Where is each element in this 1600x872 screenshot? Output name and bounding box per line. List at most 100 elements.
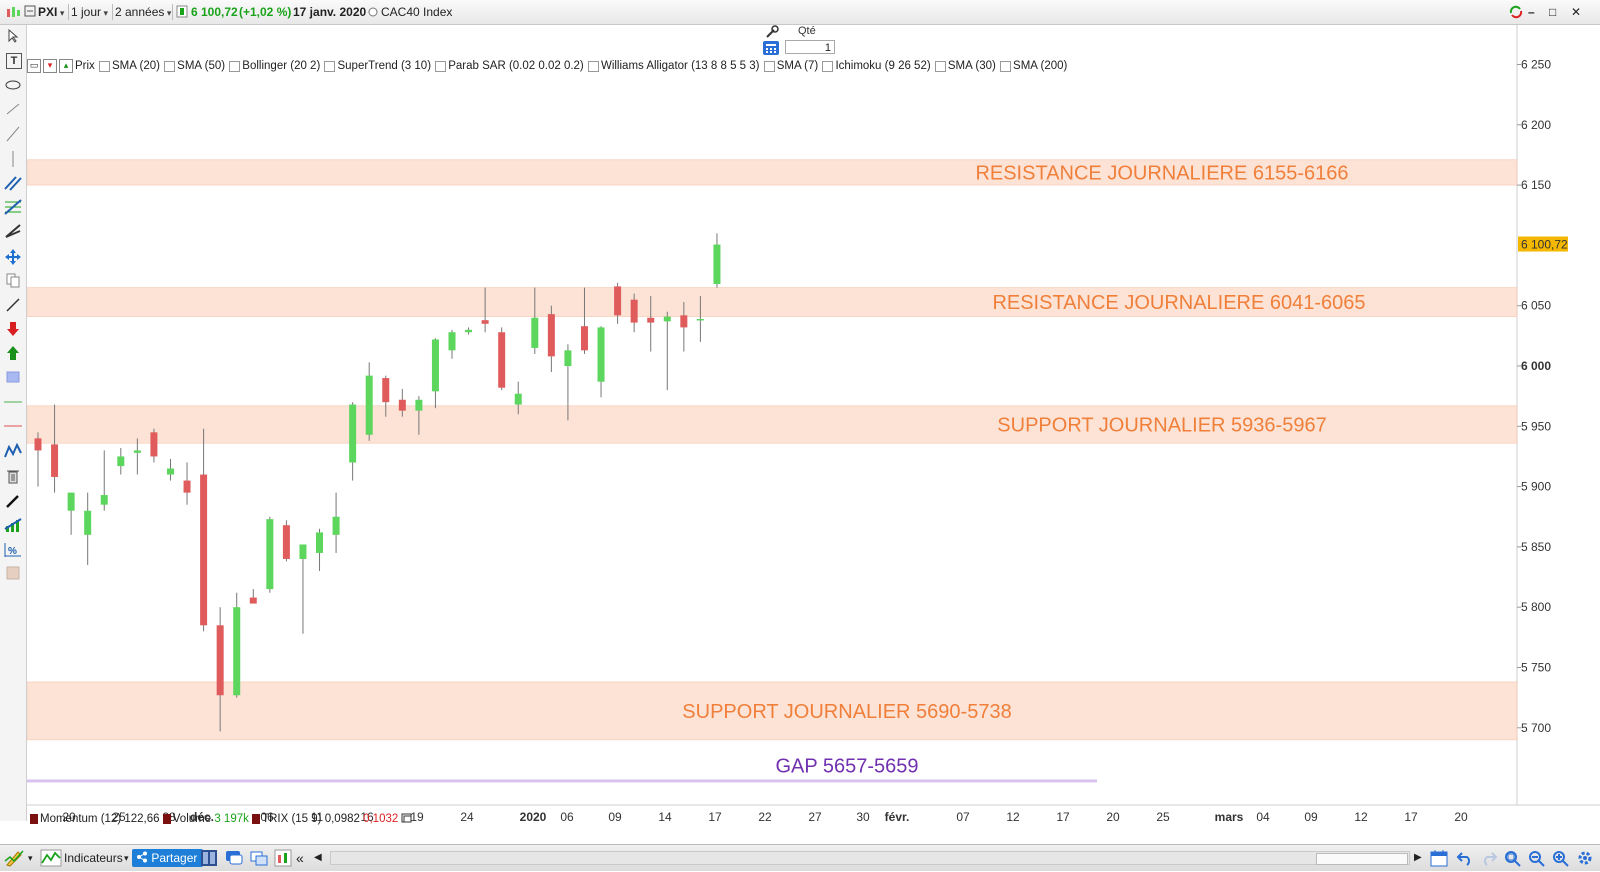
line-tool-icon[interactable] (4, 102, 22, 120)
channel-tool-icon[interactable] (4, 175, 22, 193)
window-icon[interactable] (401, 813, 413, 825)
range-select[interactable]: 2 années (115, 4, 171, 20)
price-chart[interactable]: RESISTANCE JOURNALIERE 6155-6166 RESISTAN… (27, 25, 1600, 821)
indicator-item-bollinger[interactable]: Bollinger (20 2) (242, 60, 321, 73)
checkbox-icon[interactable] (164, 60, 176, 72)
checkbox-icon[interactable] (1000, 60, 1012, 72)
indicator-item-parab-sar[interactable]: Parab SAR (0.02 0.02 0.2) (448, 60, 584, 73)
zoom-in-icon[interactable] (1551, 849, 1569, 867)
checkbox-icon[interactable] (229, 60, 241, 72)
candle-body (415, 399, 423, 411)
percent-tool-icon[interactable]: % (4, 542, 22, 560)
drawing-pencil-icon[interactable] (4, 849, 26, 867)
trend-bars-icon[interactable] (4, 517, 22, 535)
calendar-icon[interactable] (1430, 849, 1448, 867)
zoom-fit-icon[interactable] (1503, 849, 1521, 867)
trix-label[interactable]: TRIX (15 9) (262, 813, 322, 825)
rectangle-tool-icon[interactable] (4, 370, 22, 388)
indicator-item-sma200[interactable]: SMA (200) (1013, 60, 1068, 73)
settings-icon[interactable] (1576, 849, 1594, 867)
chart-compare-icon[interactable] (274, 849, 292, 867)
x-tick-label: 11 (311, 810, 324, 821)
checkbox-icon[interactable] (435, 60, 447, 72)
close-button[interactable]: ✕ (1571, 5, 1582, 19)
band-1 (27, 159, 1518, 186)
trash-icon[interactable] (4, 468, 22, 486)
screens-icon[interactable] (250, 849, 268, 867)
chart-type-icon[interactable] (5, 4, 21, 20)
band-label-3: SUPPORT JOURNALIER 5936-5967 (997, 414, 1326, 436)
zoom-out-icon[interactable] (1527, 849, 1545, 867)
copy-icon[interactable] (4, 272, 22, 290)
indicators-dropdown-icon[interactable]: ▾ (124, 853, 129, 863)
chat-icon[interactable] (225, 849, 243, 867)
layout-icon[interactable] (200, 849, 218, 867)
order-settings-icon[interactable] (765, 25, 779, 42)
chart-window-icon[interactable]: ▭ (27, 59, 41, 73)
horizontal-line-red-icon[interactable] (4, 419, 22, 437)
down-arrow-icon[interactable] (4, 321, 22, 339)
indicator-item-prix[interactable]: Prix (75, 60, 95, 73)
indicator-item-sma30[interactable]: SMA (30) (947, 60, 996, 73)
indicators-icon[interactable] (40, 849, 62, 867)
drawing-toolbar: T (0, 25, 27, 821)
fan-tool-icon[interactable] (4, 223, 22, 241)
undo-icon[interactable] (1456, 849, 1474, 867)
time-scrollbar[interactable] (330, 851, 1410, 865)
checkbox-icon[interactable] (822, 60, 834, 72)
wave-tool-icon[interactable] (4, 442, 22, 461)
checkbox-icon[interactable] (763, 60, 775, 72)
checkbox-icon[interactable] (587, 60, 599, 72)
checkbox-icon[interactable] (99, 60, 111, 72)
candle-body (663, 316, 671, 322)
pencil-dropdown-icon[interactable]: ▾ (28, 853, 33, 863)
period-select[interactable]: 1 jour (71, 4, 108, 20)
momentum-swatch (30, 813, 38, 824)
horizontal-line-green-icon[interactable] (4, 395, 22, 413)
minimize-button[interactable]: – (1528, 5, 1535, 19)
y-tick-label: 5 950 (1521, 419, 1551, 433)
pen-icon[interactable] (4, 493, 22, 511)
ray-tool-icon[interactable] (4, 126, 22, 144)
maximize-button[interactable]: □ (1549, 5, 1557, 19)
candle-body (465, 329, 473, 333)
collapse-left-icon[interactable]: « (296, 850, 304, 866)
compare-icon[interactable] (24, 4, 36, 20)
x-tick-label: 06 (560, 810, 574, 821)
ellipse-tool-icon[interactable] (4, 78, 22, 96)
indicator-item-sma7[interactable]: SMA (7) (776, 60, 819, 73)
redo-icon[interactable] (1480, 849, 1498, 867)
fibonacci-icon[interactable] (4, 199, 22, 217)
bearish-flag-icon[interactable]: ▾ (43, 59, 57, 73)
band-label-1: RESISTANCE JOURNALIERE 6155-6166 (975, 162, 1348, 184)
indicators-button[interactable]: Indicateurs (64, 851, 123, 865)
last-date: 17 janv. 2020 (293, 5, 367, 19)
indicator-item-sma50[interactable]: SMA (50) (177, 60, 226, 73)
color-swatch-icon[interactable] (4, 566, 22, 584)
up-arrow-icon[interactable] (4, 345, 22, 363)
checkbox-icon[interactable] (934, 60, 946, 72)
momentum-label[interactable]: Momentum (12) (40, 813, 122, 825)
pencil-icon[interactable] (4, 297, 22, 315)
quantity-input[interactable]: 1 (785, 40, 835, 54)
volume-label[interactable]: Volume (172, 813, 212, 825)
share-button[interactable]: Partager (132, 849, 204, 867)
indicator-item-alligator[interactable]: Williams Alligator (13 8 8 5 5 3) (600, 60, 760, 73)
symbol-select[interactable]: PXI (38, 4, 64, 20)
indicator-item-supertrend[interactable]: SuperTrend (3 10) (337, 60, 432, 73)
candle-body (67, 492, 75, 511)
text-tool-icon[interactable]: T (6, 53, 22, 69)
indicator-item-ichimoku[interactable]: Ichimoku (9 26 52) (835, 60, 931, 73)
refresh-icon[interactable] (1508, 4, 1524, 20)
checkbox-icon[interactable] (324, 60, 336, 72)
scroll-thumb[interactable] (1316, 853, 1408, 865)
calculator-icon[interactable] (762, 40, 780, 59)
bullish-flag-icon[interactable]: ▴ (59, 59, 73, 73)
scroll-right-icon[interactable]: ▶ (1414, 852, 1422, 863)
cursor-icon[interactable] (4, 28, 22, 47)
vertical-line-icon[interactable] (4, 151, 22, 169)
move-icon[interactable] (4, 248, 22, 266)
instrument-radio-icon[interactable] (368, 4, 378, 20)
scroll-left-icon[interactable]: ◀ (314, 852, 322, 863)
indicator-item-sma20[interactable]: SMA (20) (112, 60, 160, 73)
